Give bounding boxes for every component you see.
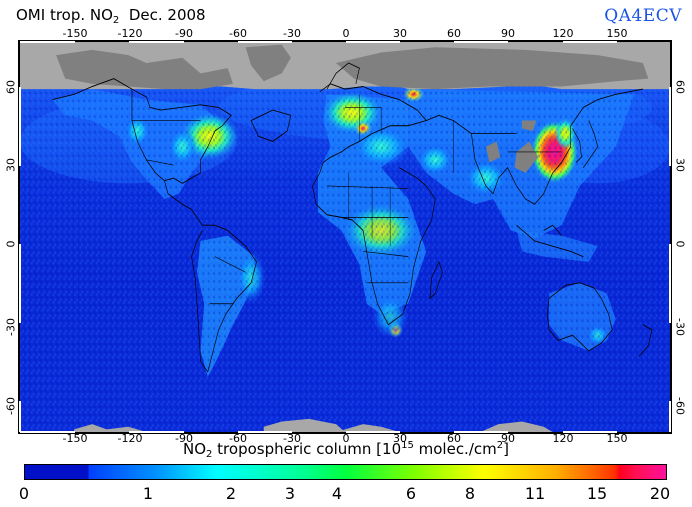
lon-tick-top: 90 [501, 27, 515, 40]
lon-tick-bottom: -120 [117, 432, 143, 445]
colorbar-label: 20 [649, 484, 671, 503]
lon-tick-bottom: 0 [342, 432, 350, 445]
lat-tick-right: 0 [673, 240, 687, 248]
lon-tick-top: -90 [175, 27, 193, 40]
map-frame [18, 40, 672, 434]
lat-tick-left: -60 [4, 397, 18, 415]
lon-tick-top: -150 [62, 27, 88, 40]
lon-tick-bottom: 150 [606, 432, 628, 445]
lon-tick-top: 120 [552, 27, 574, 40]
colorbar-label: 4 [331, 484, 343, 503]
colorbar-label: 1 [142, 484, 154, 503]
colorbar-label: 8 [464, 484, 476, 503]
no2-world-map [20, 42, 670, 432]
lat-tick-right: 30 [673, 158, 687, 172]
lon-tick-top: 150 [606, 27, 628, 40]
lon-tick-top: 0 [342, 27, 350, 40]
lat-tick-right: -30 [673, 318, 687, 336]
lon-tick-top: 60 [447, 27, 461, 40]
lat-tick-left: 60 [4, 80, 18, 94]
lon-tick-top: -60 [229, 27, 247, 40]
lat-tick-left: 30 [4, 158, 18, 172]
colorbar-label: 2 [225, 484, 237, 503]
lat-tick-right: -60 [673, 397, 687, 415]
lon-tick-top: 30 [393, 27, 407, 40]
lon-tick-top: -30 [283, 27, 301, 40]
colorbar-label: 3 [284, 484, 296, 503]
lat-tick-left: 0 [4, 240, 18, 248]
colorbar-title: NO2 tropospheric column [1015 molec./cm2… [183, 440, 509, 460]
lon-tick-bottom: -150 [62, 432, 88, 445]
lon-tick-top: -120 [117, 27, 143, 40]
lon-tick-bottom: 90 [501, 432, 515, 445]
lon-tick-bottom: -90 [175, 432, 193, 445]
colorbar [24, 464, 667, 480]
colorbar-label: 0 [18, 484, 30, 503]
lon-tick-bottom: -60 [229, 432, 247, 445]
colorbar-label: 6 [405, 484, 417, 503]
lon-tick-bottom: 60 [447, 432, 461, 445]
lon-tick-bottom: 120 [552, 432, 574, 445]
colorbar-label: 11 [524, 484, 546, 503]
lon-tick-bottom: -30 [283, 432, 301, 445]
lon-tick-bottom: 30 [393, 432, 407, 445]
chart-title: OMI trop. NO2 Dec. 2008 [16, 6, 206, 26]
lat-tick-right: 60 [673, 80, 687, 94]
lat-tick-left: -30 [4, 318, 18, 336]
colorbar-label: 15 [586, 484, 608, 503]
brand-logo: QA4ECV [604, 6, 682, 26]
